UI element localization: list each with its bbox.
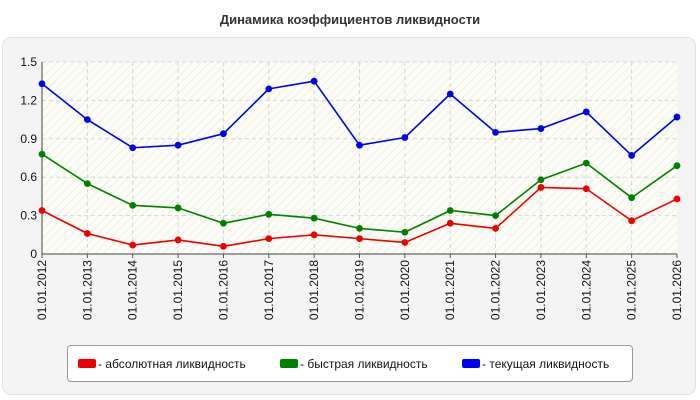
x-tick-label: 01.01.2012 (35, 260, 49, 320)
data-point-0 (220, 242, 227, 250)
data-point-2 (129, 144, 137, 152)
data-point-1 (446, 207, 454, 214)
data-point-2 (673, 113, 681, 121)
x-tick-label: 01.01.2013 (80, 260, 94, 320)
data-point-1 (401, 228, 409, 236)
data-point-2 (401, 134, 409, 141)
data-point-1 (129, 201, 137, 209)
data-point-1 (38, 150, 46, 158)
data-point-2 (38, 80, 46, 88)
y-tick-label: 1.2 (20, 93, 37, 107)
data-point-1 (83, 180, 91, 188)
data-point-1 (220, 219, 227, 227)
data-point-2 (265, 85, 273, 93)
chart-title: Динамика коэффициентов ликвидности (219, 12, 481, 27)
data-point-2 (310, 77, 318, 85)
data-point-1 (537, 176, 545, 184)
legend: - абсолютная ликвидность - быстрая ликви… (67, 345, 633, 382)
x-tick-label: 01.01.2018 (307, 260, 321, 320)
data-point-1 (582, 159, 590, 167)
data-point-1 (356, 225, 363, 232)
data-point-0 (492, 225, 499, 232)
data-point-0 (38, 207, 46, 214)
data-point-0 (673, 195, 681, 203)
data-point-2 (446, 90, 454, 98)
data-point-0 (537, 184, 545, 191)
x-tick-label: 01.01.2021 (443, 260, 457, 320)
legend-item-quick: - быстрая ликвидность (280, 346, 428, 381)
data-point-2 (628, 152, 636, 159)
y-tick-label: 0 (30, 247, 37, 261)
x-tick-label: 01.01.2016 (216, 260, 230, 320)
y-tick-label: 1.5 (20, 55, 37, 69)
data-point-0 (446, 219, 454, 227)
data-point-0 (174, 236, 182, 244)
data-point-0 (310, 231, 318, 239)
legend-label-current: - текущая ликвидность (482, 356, 610, 371)
data-point-0 (265, 235, 273, 243)
data-point-1 (310, 214, 318, 222)
x-tick-label: 01.01.2022 (489, 260, 503, 320)
y-tick-label: 0.3 (20, 209, 37, 223)
x-tick-label: 01.01.2026 (670, 260, 684, 320)
x-tick-label: 01.01.2015 (171, 260, 185, 320)
legend-swatch-current (462, 359, 480, 368)
x-tick-label: 01.01.2019 (353, 260, 367, 320)
data-point-1 (673, 162, 681, 170)
x-tick-label: 01.01.2023 (534, 260, 548, 320)
data-point-2 (492, 129, 499, 136)
data-point-0 (401, 239, 409, 246)
data-point-2 (582, 108, 590, 116)
data-point-2 (83, 116, 91, 123)
data-point-1 (174, 204, 182, 212)
data-point-2 (356, 141, 363, 149)
data-point-1 (492, 212, 499, 220)
legend-swatch-quick (280, 359, 298, 368)
y-tick-label: 0.6 (20, 170, 37, 184)
data-point-0 (83, 230, 91, 237)
legend-item-current: - текущая ликвидность (462, 346, 609, 381)
x-tick-label: 01.01.2024 (579, 260, 593, 320)
data-point-1 (265, 210, 273, 218)
legend-item-absolute: - абсолютная ликвидность (78, 346, 246, 381)
x-tick-label: 01.01.2017 (262, 260, 276, 320)
y-tick-label: 0.9 (20, 132, 37, 146)
data-point-0 (129, 241, 137, 249)
legend-label-absolute: - абсолютная ликвидность (98, 356, 246, 371)
x-tick-label: 01.01.2020 (398, 260, 412, 320)
legend-swatch-absolute (78, 359, 96, 368)
data-point-2 (220, 130, 227, 138)
legend-label-quick: - быстрая ликвидность (300, 356, 428, 371)
data-point-0 (628, 217, 636, 225)
x-tick-label: 01.01.2025 (625, 260, 639, 320)
data-point-2 (537, 125, 545, 132)
x-tick-label: 01.01.2014 (126, 260, 140, 320)
data-point-0 (582, 185, 590, 193)
data-point-2 (174, 141, 182, 149)
data-point-0 (356, 235, 363, 243)
data-point-1 (628, 194, 636, 202)
